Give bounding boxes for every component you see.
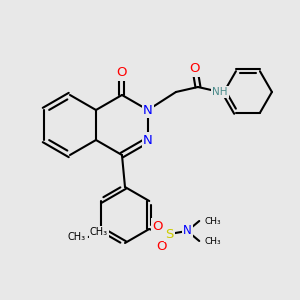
Text: N: N	[143, 134, 153, 146]
Text: S: S	[165, 227, 173, 241]
Text: O: O	[117, 67, 127, 80]
Text: CH₃: CH₃	[90, 227, 108, 237]
Text: N: N	[183, 224, 192, 238]
Text: CH₃: CH₃	[68, 232, 86, 242]
Text: O: O	[156, 239, 166, 253]
Text: N: N	[143, 103, 153, 116]
Text: CH₃: CH₃	[204, 236, 221, 245]
Text: O: O	[190, 62, 200, 76]
Text: CH₃: CH₃	[204, 217, 221, 226]
Text: O: O	[152, 220, 163, 232]
Text: NH: NH	[212, 87, 228, 97]
